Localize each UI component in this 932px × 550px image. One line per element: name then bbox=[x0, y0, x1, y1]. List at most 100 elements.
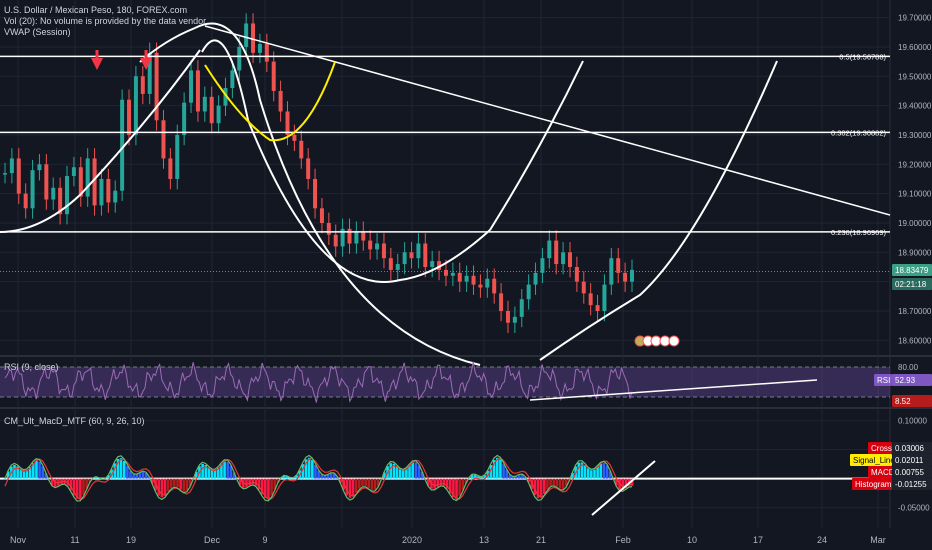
rsi-line bbox=[4, 361, 633, 403]
candle-body bbox=[189, 70, 194, 103]
signal-line bbox=[4, 457, 633, 501]
macd-histogram-bar bbox=[79, 478, 82, 499]
macd-histogram-bar bbox=[549, 478, 552, 486]
candle-body bbox=[457, 272, 462, 282]
price-badges: 18.83479 02:21:18 RSI 52.93 8.52 Cross 0.03006… bbox=[850, 264, 932, 490]
candle-body bbox=[526, 284, 531, 300]
macd-histogram-bar bbox=[392, 463, 396, 479]
y-tick-label: 19.20000 bbox=[898, 160, 932, 169]
macd-histogram-bar bbox=[364, 478, 367, 487]
fib-level-label: 0.5(19.56788) bbox=[839, 52, 886, 61]
candle-body bbox=[257, 44, 262, 53]
macd-histogram-bar bbox=[452, 478, 455, 498]
macd-histogram-bar bbox=[499, 459, 502, 479]
candle-body bbox=[127, 99, 132, 135]
macd-histogram-bar bbox=[577, 462, 581, 479]
candle-body bbox=[340, 228, 345, 247]
macd-histogram-bar bbox=[583, 465, 587, 479]
macd-histogram-bar bbox=[464, 478, 468, 484]
arrow-head bbox=[140, 58, 152, 70]
candle-body bbox=[147, 52, 152, 94]
macd-histogram-bar bbox=[605, 465, 609, 479]
macd-histogram-bar bbox=[289, 477, 292, 479]
macd-histogram-bar bbox=[539, 478, 543, 498]
x-tick-label: 10 bbox=[687, 535, 697, 545]
candle-body bbox=[450, 272, 455, 276]
macd-histogram-bar bbox=[398, 469, 402, 479]
y-tick-label: 19.40000 bbox=[898, 102, 932, 111]
macd-histogram-bar bbox=[160, 478, 164, 498]
y-tick-label: 18.70000 bbox=[898, 307, 932, 316]
macd-histogram-bar bbox=[521, 474, 524, 479]
candle-body bbox=[92, 158, 97, 206]
macd-histogram-bar bbox=[210, 470, 214, 479]
candle-body bbox=[381, 243, 386, 259]
candle-body bbox=[161, 120, 166, 159]
macd-badge-name-bg bbox=[868, 466, 892, 478]
macd-histogram-bar bbox=[132, 474, 135, 479]
rsi-name-badge: RSI bbox=[877, 376, 890, 385]
macd-histogram-bar bbox=[480, 476, 483, 479]
macd-histogram-bar bbox=[533, 478, 537, 496]
macd-histogram-bar bbox=[169, 478, 173, 488]
rsi-band bbox=[0, 367, 890, 397]
candle-body bbox=[202, 96, 207, 112]
macd-histogram-bar bbox=[182, 478, 186, 492]
symbol-title[interactable]: U.S. Dollar / Mexican Peso, 180, FOREX.c… bbox=[4, 5, 188, 15]
rsi-legend[interactable]: RSI (9, close) bbox=[4, 362, 59, 372]
candle-body bbox=[264, 44, 269, 62]
macd-histogram-bar bbox=[389, 463, 393, 479]
drawing-tools[interactable]: 0.5(19.56788) 0.382(19.30882) 0.236(18.969… bbox=[0, 22, 891, 366]
rsi-pane[interactable] bbox=[0, 361, 890, 403]
candle-body bbox=[133, 76, 138, 135]
macd-badge-value-bg bbox=[892, 442, 932, 454]
macd-histogram-bar bbox=[571, 473, 574, 479]
macd-histogram-bar bbox=[367, 478, 371, 488]
candle-body bbox=[216, 105, 221, 124]
x-tick-label: Dec bbox=[204, 535, 221, 545]
candle-body bbox=[182, 102, 187, 135]
candle-body bbox=[209, 96, 214, 124]
vwap-legend[interactable]: VWAP (Session) bbox=[4, 27, 71, 37]
macd-line bbox=[4, 454, 633, 502]
volume-legend[interactable]: Vol (20): No volume is provided by the d… bbox=[4, 16, 207, 26]
candle-body bbox=[299, 140, 304, 159]
macd-histogram-bar bbox=[207, 467, 211, 479]
y-tick-label: -0.05000 bbox=[898, 504, 930, 513]
candle-body bbox=[464, 275, 469, 282]
candle-body bbox=[9, 158, 14, 174]
macd-histogram-bar bbox=[116, 458, 120, 479]
candle-body bbox=[78, 167, 83, 197]
candle-body bbox=[499, 293, 504, 311]
rsi-name-badge-bg bbox=[874, 374, 892, 386]
last-price-badge-bg bbox=[892, 264, 932, 276]
x-tick-label: 9 bbox=[262, 535, 267, 545]
macd-histogram-bar bbox=[185, 478, 189, 491]
candle-body bbox=[409, 252, 414, 259]
macd-pane[interactable] bbox=[0, 454, 890, 516]
macd-histogram-bar bbox=[119, 458, 123, 479]
macd-histogram-bar bbox=[25, 469, 29, 479]
macd-histogram-bar bbox=[502, 464, 505, 479]
candle-body bbox=[313, 178, 318, 209]
macd-histogram-bar bbox=[546, 478, 549, 490]
macd-histogram-bar bbox=[317, 470, 320, 479]
macd-histogram-bar bbox=[16, 466, 19, 479]
macd-histogram-bar bbox=[561, 478, 565, 489]
macd-histogram-bar bbox=[94, 476, 98, 479]
macd-histogram-bar bbox=[179, 478, 182, 490]
x-tick-label: Nov bbox=[10, 535, 27, 545]
macd-histogram-bar bbox=[201, 463, 204, 479]
x-tick-label: Feb bbox=[615, 535, 631, 545]
macd-histogram-bar bbox=[276, 478, 280, 483]
macd-legend[interactable]: CM_Ult_MacD_MTF (60, 9, 26, 10) bbox=[4, 416, 145, 426]
macd-histogram-bar bbox=[129, 471, 132, 479]
macd-histogram-bar bbox=[113, 463, 117, 479]
macd-histogram-bar bbox=[621, 478, 624, 491]
candle-body bbox=[437, 261, 442, 270]
axes: Nov 11 19 Dec 9 2020 13 21 Feb 10 17 24 Mar 19.70000 1… bbox=[10, 14, 932, 545]
candle-body bbox=[271, 61, 276, 91]
candle-body bbox=[540, 258, 545, 273]
macd-badge-value: 0.00755 bbox=[895, 468, 924, 477]
